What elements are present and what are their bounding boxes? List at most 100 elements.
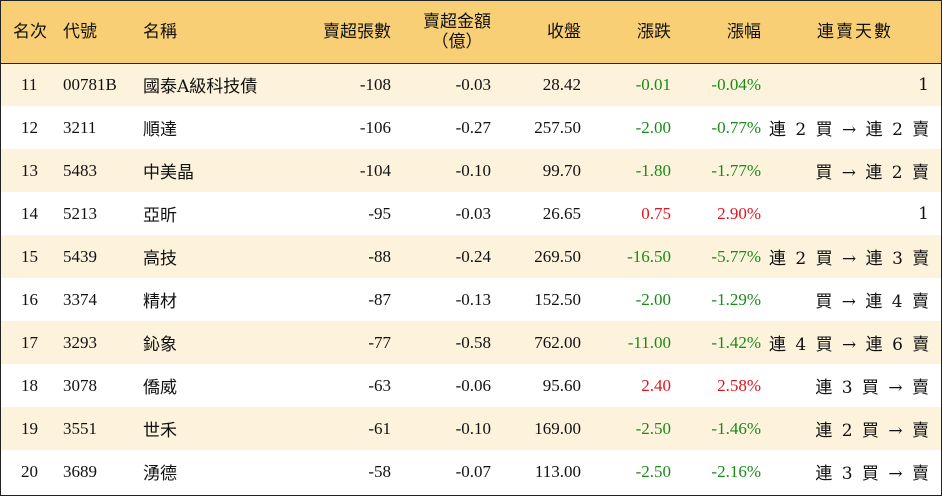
header-change[interactable]: 漲跌 [637,21,671,42]
header-streak[interactable]: 連賣天數 [817,21,893,42]
header-net-sell-amount[interactable]: 賣超金額 （億） [399,1,499,63]
table-row[interactable]: 13 5483 中美晶 -104 -0.10 99.70 -1.80 -1.77% 買 → 連 … [1,149,941,192]
cell-code[interactable]: 00781B [63,74,117,94]
cell-net-sell-lots: -63 [368,375,391,395]
table-row[interactable]: 12 3211 順達 -106 -0.27 257.50 -2.00 -0.77% 連 2 買 … [1,106,941,149]
cell-name[interactable]: 精材 [143,292,177,312]
cell-net-sell-lots: -87 [368,289,391,309]
header-net-sell-amount-label: 賣超金額 （億） [423,12,491,52]
cell-code[interactable]: 3374 [63,289,97,309]
cell-net-sell-amount: -0.24 [455,246,491,266]
cell-name[interactable]: 湧德 [143,464,177,484]
cell-code[interactable]: 5439 [63,246,97,266]
cell-close: 152.50 [534,289,581,309]
cell-name[interactable]: 鈊象 [143,335,177,355]
cell-code[interactable]: 3551 [63,418,97,438]
cell-change: -0.01 [635,74,671,94]
header-close[interactable]: 收盤 [547,21,581,42]
cell-streak: 連 2 買 → 連 2 賣 [769,120,932,140]
cell-code[interactable]: 5213 [63,203,97,223]
table-row[interactable]: 18 3078 僑威 -63 -0.06 95.60 2.40 2.58% 連 3 買 → 賣 [1,364,941,407]
cell-close: 257.50 [534,117,581,137]
cell-net-sell-amount: -0.10 [455,160,491,180]
cell-change: 2.40 [641,375,671,395]
cell-close: 95.60 [542,375,581,395]
cell-name[interactable]: 亞昕 [143,206,177,226]
cell-name[interactable]: 順達 [143,120,177,140]
cell-pct-change: -1.29% [711,289,761,309]
cell-close: 26.65 [542,203,581,223]
table-row[interactable]: 17 3293 鈊象 -77 -0.58 762.00 -11.00 -1.42% 連 4 買 … [1,321,941,364]
cell-name[interactable]: 世禾 [143,421,177,441]
cell-net-sell-lots: -104 [359,160,391,180]
cell-rank: 16 [21,289,38,309]
cell-pct-change: -0.77% [711,117,761,137]
header-row: 名次 代號 名稱 賣超張數 賣超金額 （億） 收盤 漲跌 漲幅 連賣天數 [1,1,941,63]
cell-net-sell-lots: -106 [359,117,391,137]
cell-streak: 連 3 買 → 賣 [815,378,931,398]
header-net-sell-amount-line1: 賣超金額 [423,11,491,32]
cell-name[interactable]: 國泰A級科技債 [143,77,258,98]
cell-code[interactable]: 3078 [63,375,97,395]
cell-change: -2.00 [635,117,671,137]
cell-change: -2.00 [635,289,671,309]
cell-code[interactable]: 5483 [63,160,97,180]
cell-code[interactable]: 3689 [63,461,97,481]
cell-change: -16.50 [627,246,671,266]
cell-change: -2.50 [635,418,671,438]
cell-net-sell-lots: -108 [359,74,391,94]
cell-name[interactable]: 中美晶 [143,163,194,183]
header-pct-change[interactable]: 漲幅 [727,21,761,42]
cell-name[interactable]: 高技 [143,249,177,269]
cell-net-sell-lots: -58 [368,461,391,481]
table-row[interactable]: 16 3374 精材 -87 -0.13 152.50 -2.00 -1.29% 買 → 連 4… [1,278,941,321]
cell-net-sell-amount: -0.27 [455,117,491,137]
cell-change: -1.80 [635,160,671,180]
cell-net-sell-lots: -61 [368,418,391,438]
cell-close: 762.00 [534,332,581,352]
cell-streak: 連 3 買 → 賣 [815,464,931,484]
cell-rank: 20 [21,461,38,481]
table-row[interactable]: 15 5439 高技 -88 -0.24 269.50 -16.50 -5.77% 連 2 買 … [1,235,941,278]
cell-code[interactable]: 3293 [63,332,97,352]
cell-net-sell-amount: -0.03 [455,74,491,94]
table-row[interactable]: 14 5213 亞昕 -95 -0.03 26.65 0.75 2.90% 1 [1,192,941,235]
cell-streak: 連 2 買 → 連 3 賣 [769,249,932,269]
cell-net-sell-lots: -88 [368,246,391,266]
cell-change: 0.75 [641,203,671,223]
cell-close: 113.00 [534,461,581,481]
cell-code[interactable]: 3211 [63,117,97,137]
cell-pct-change: -1.46% [711,418,761,438]
cell-pct-change: 2.90% [717,203,761,223]
table-row[interactable]: 19 3551 世禾 -61 -0.10 169.00 -2.50 -1.46% 連 2 買 →… [1,407,941,450]
cell-pct-change: -0.04% [711,74,761,94]
table-body: 11 00781B 國泰A級科技債 -108 -0.03 28.42 -0.01 -0.04%… [1,63,941,493]
cell-close: 169.00 [534,418,581,438]
cell-net-sell-lots: -95 [368,203,391,223]
cell-streak: 連 2 買 → 賣 [815,421,931,441]
cell-rank: 17 [21,332,38,352]
cell-change: -2.50 [635,461,671,481]
table-row[interactable]: 11 00781B 國泰A級科技債 -108 -0.03 28.42 -0.01 -0.04%… [1,63,941,106]
cell-rank: 13 [21,160,38,180]
cell-rank: 12 [21,117,38,137]
header-rank[interactable]: 名次 [13,21,47,42]
header-net-sell-lots[interactable]: 賣超張數 [323,21,391,42]
cell-pct-change: -5.77% [711,246,761,266]
cell-pct-change: -2.16% [711,461,761,481]
cell-rank: 15 [21,246,38,266]
cell-net-sell-amount: -0.06 [455,375,491,395]
cell-rank: 18 [21,375,38,395]
table-row[interactable]: 20 3689 湧德 -58 -0.07 113.00 -2.50 -2.16% 連 3 買 →… [1,450,941,493]
cell-name[interactable]: 僑威 [143,378,177,398]
cell-close: 99.70 [542,160,581,180]
cell-pct-change: -1.77% [711,160,761,180]
header-code[interactable]: 代號 [63,21,97,42]
cell-pct-change: -1.42% [711,332,761,352]
cell-streak: 買 → 連 4 賣 [815,292,931,312]
cell-rank: 14 [21,203,38,223]
header-name[interactable]: 名稱 [143,21,177,42]
cell-streak: 1 [918,74,931,95]
cell-streak: 1 [918,203,931,224]
